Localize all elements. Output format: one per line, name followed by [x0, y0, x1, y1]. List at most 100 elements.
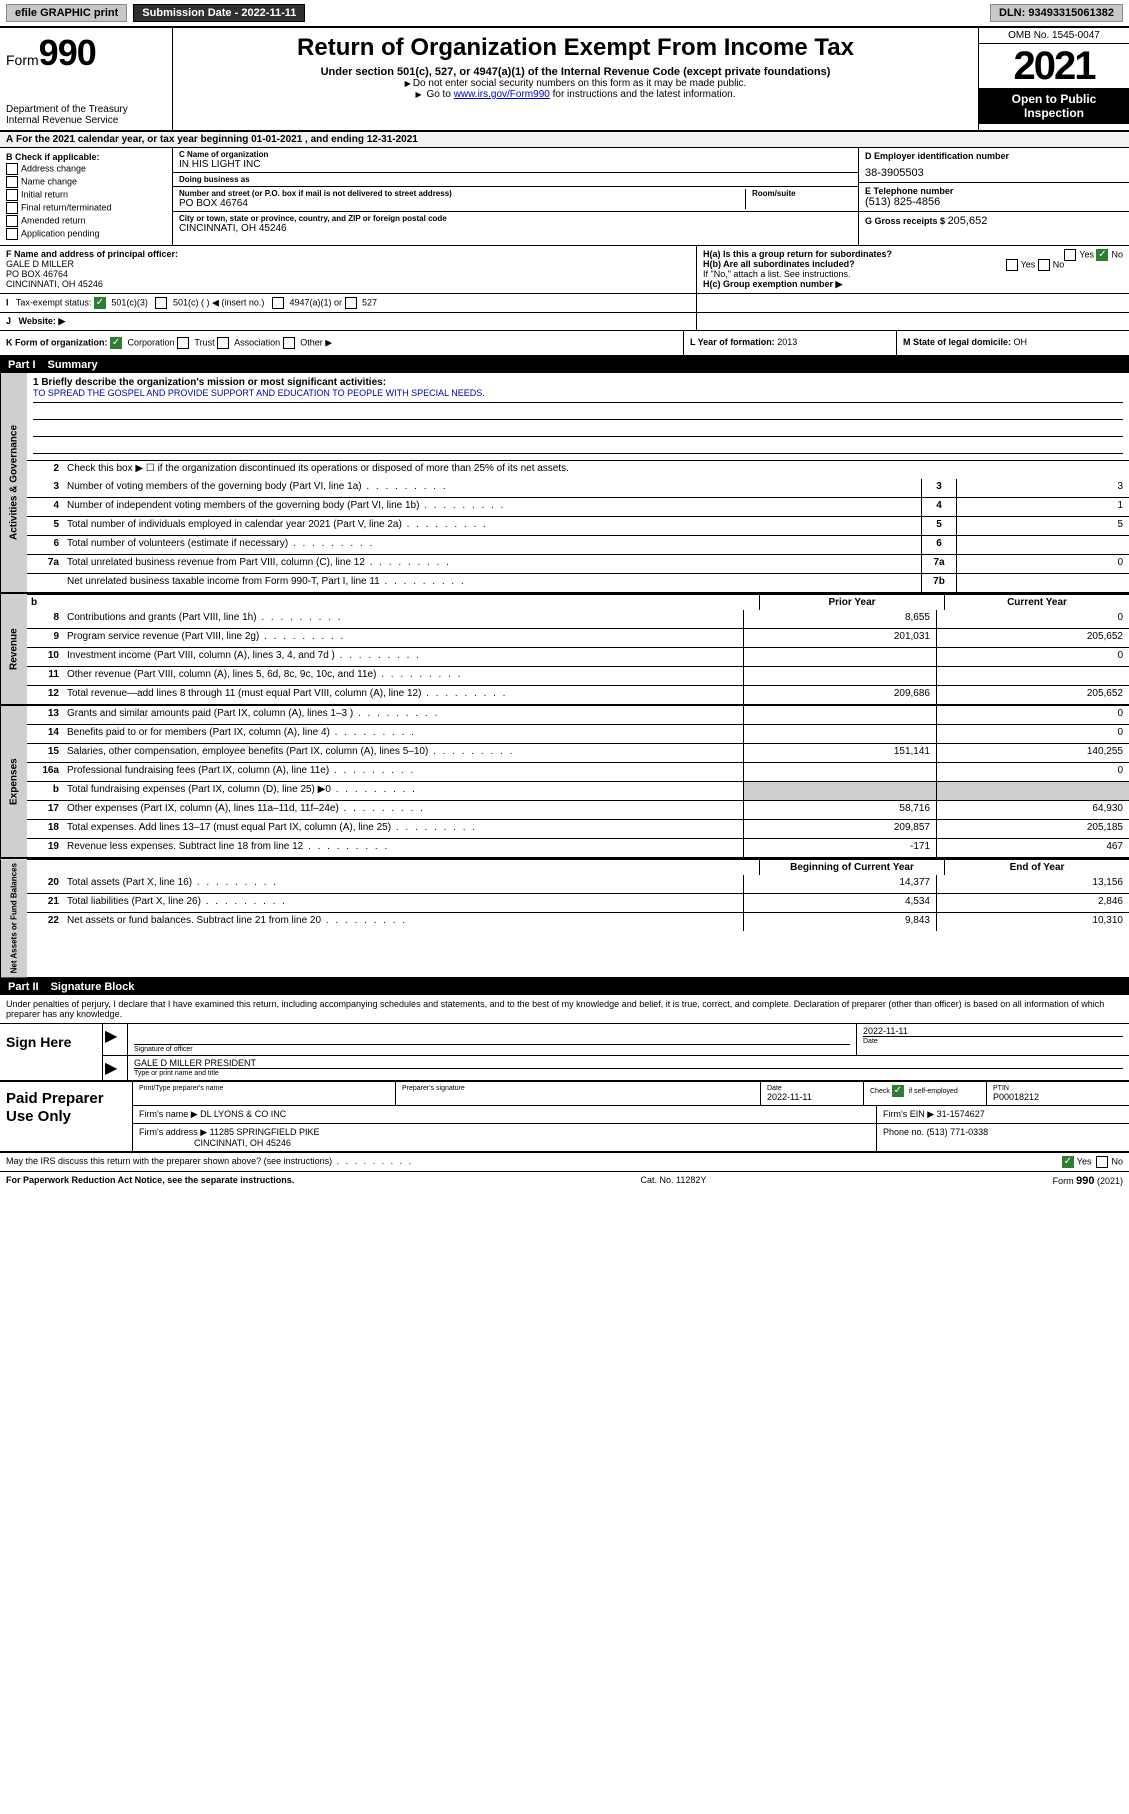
no-label: No — [1111, 249, 1123, 259]
summary-line: 7aTotal unrelated business revenue from … — [27, 554, 1129, 573]
open-public-badge: Open to Public Inspection — [979, 88, 1129, 124]
check-corporation[interactable]: ✓ — [110, 337, 122, 349]
netassets-side-label: Net Assets or Fund Balances — [0, 859, 27, 977]
addr-value: PO BOX 46764 — [179, 198, 739, 209]
firm-addr-row: Firm's address ▶ 11285 SPRINGFIELD PIKE … — [133, 1124, 1129, 1151]
ha-no-checkbox[interactable]: ✓ — [1096, 249, 1108, 261]
phone-value: (513) 825-4856 — [865, 196, 1123, 208]
officer-name: GALE D MILLER — [6, 259, 74, 269]
paid-preparer-block: Paid Preparer Use Only Print/Type prepar… — [0, 1082, 1129, 1153]
check-final-return[interactable]: Final return/terminated — [6, 202, 166, 214]
hb-yes-checkbox[interactable] — [1006, 259, 1018, 271]
netassets-col-headers: Beginning of Current Year End of Year — [27, 859, 1129, 875]
ha-yes-checkbox[interactable] — [1064, 249, 1076, 261]
section-bcd: B Check if applicable: Address change Na… — [0, 148, 1129, 246]
summary-line: 16aProfessional fundraising fees (Part I… — [27, 762, 1129, 781]
addr-label: Number and street (or P.O. box if mail i… — [179, 189, 739, 198]
officer-addr2: CINCINNATI, OH 45246 — [6, 279, 103, 289]
firm-ein-value: 31-1574627 — [937, 1109, 985, 1119]
signature-row: ▶ Signature of officer 2022-11-11 Date — [103, 1024, 1129, 1056]
check-amended-return[interactable]: Amended return — [6, 215, 166, 227]
gross-value: 205,652 — [948, 215, 988, 227]
check-association[interactable] — [217, 337, 229, 349]
end-year-header: End of Year — [944, 860, 1129, 875]
principal-officer: F Name and address of principal officer:… — [0, 246, 696, 293]
signature-label: Signature of officer — [134, 1044, 850, 1053]
summary-line: 10Investment income (Part VIII, column (… — [27, 647, 1129, 666]
part2-label: Part II — [8, 981, 51, 993]
hb-no-checkbox[interactable] — [1038, 259, 1050, 271]
name-label: Type or print name and title — [134, 1068, 1123, 1077]
header-center: Return of Organization Exempt From Incom… — [173, 28, 978, 130]
check-application-pending[interactable]: Application pending — [6, 228, 166, 240]
yes-label: Yes — [1077, 1157, 1092, 1167]
mission-blank3 — [33, 439, 1123, 454]
discuss-yes-checkbox[interactable]: ✓ — [1062, 1156, 1074, 1168]
omb-number: OMB No. 1545-0047 — [979, 28, 1129, 44]
note2-post: for instructions and the latest informat… — [550, 89, 736, 100]
summary-line: 18Total expenses. Add lines 13–17 (must … — [27, 819, 1129, 838]
efile-button[interactable]: efile GRAPHIC print — [6, 4, 127, 22]
check-address-change[interactable]: Address change — [6, 163, 166, 175]
expenses-content: 13Grants and similar amounts paid (Part … — [27, 706, 1129, 857]
submission-date-value: 2022-11-11 — [241, 7, 296, 19]
discuss-no-checkbox[interactable] — [1096, 1156, 1108, 1168]
opt-other: Other ▶ — [300, 337, 332, 347]
mission-blank1 — [33, 405, 1123, 420]
summary-line: 12Total revenue—add lines 8 through 11 (… — [27, 685, 1129, 704]
check-other[interactable] — [283, 337, 295, 349]
submission-date-button[interactable]: Submission Date - 2022-11-11 — [133, 4, 305, 22]
summary-line: 22Net assets or fund balances. Subtract … — [27, 912, 1129, 931]
check-trust[interactable] — [177, 337, 189, 349]
summary-line: 21Total liabilities (Part X, line 26)4,5… — [27, 893, 1129, 912]
summary-line: 14Benefits paid to or for members (Part … — [27, 724, 1129, 743]
netassets-section: Net Assets or Fund Balances Beginning of… — [0, 859, 1129, 979]
summary-line: Net unrelated business taxable income fr… — [27, 573, 1129, 592]
check-name-change[interactable]: Name change — [6, 176, 166, 188]
dln-badge: DLN: 93493315061382 — [990, 4, 1123, 22]
arrow-icon: ▶ — [103, 1056, 127, 1080]
org-name-label: C Name of organization — [179, 150, 852, 159]
form-title: Return of Organization Exempt From Incom… — [183, 34, 968, 62]
part2-title: Signature Block — [51, 981, 135, 993]
firm-ein-label: Firm's EIN ▶ — [883, 1109, 934, 1119]
revenue-side-label: Revenue — [0, 594, 27, 704]
m-label: M State of legal domicile: — [903, 337, 1011, 347]
hb-label: H(b) Are all subordinates included? — [703, 259, 855, 269]
summary-line: 3Number of voting members of the governi… — [27, 479, 1129, 497]
check-4947[interactable] — [272, 297, 284, 309]
summary-line: 15Salaries, other compensation, employee… — [27, 743, 1129, 762]
row-a-tax-year: A For the 2021 calendar year, or tax yea… — [0, 132, 1129, 148]
summary-line: 4Number of independent voting members of… — [27, 497, 1129, 516]
netassets-content: Beginning of Current Year End of Year 20… — [27, 859, 1129, 977]
website-row: J Website: ▶ — [0, 313, 696, 330]
b-header: b — [27, 595, 63, 610]
check-527[interactable] — [345, 297, 357, 309]
ein-label: D Employer identification number — [865, 151, 1123, 161]
footer-final: For Paperwork Reduction Act Notice, see … — [0, 1172, 1129, 1190]
paid-preparer-label: Paid Preparer Use Only — [0, 1082, 132, 1151]
check-label: Final return/terminated — [21, 202, 112, 212]
firm-name-label: Firm's name ▶ — [139, 1109, 198, 1119]
check-501c3[interactable]: ✓ — [94, 297, 106, 309]
year-formation: L Year of formation: 2013 — [683, 331, 896, 355]
city-cell: City or town, state or province, country… — [173, 212, 858, 236]
officer-name-title: GALE D MILLER PRESIDENT — [134, 1058, 1123, 1068]
check-initial-return[interactable]: Initial return — [6, 189, 166, 201]
form-of-org: K Form of organization: ✓ Corporation Tr… — [0, 331, 683, 355]
expenses-section: Expenses 13Grants and similar amounts pa… — [0, 706, 1129, 859]
part1-header: Part I Summary — [0, 357, 1129, 373]
self-employed-checkbox[interactable]: ✓ — [892, 1085, 904, 1097]
yes-label: Yes — [1079, 249, 1094, 259]
irs-link[interactable]: www.irs.gov/Form990 — [454, 89, 550, 100]
name-row: ▶ GALE D MILLER PRESIDENT Type or print … — [103, 1056, 1129, 1080]
dln-label: DLN: — [999, 7, 1025, 19]
expenses-side-label: Expenses — [0, 706, 27, 857]
room-label: Room/suite — [752, 189, 852, 198]
opt-501c: 501(c) ( ) ◀ (insert no.) — [173, 297, 264, 307]
self-employed-label: Check ✓ if self-employed — [870, 1085, 980, 1097]
governance-section: Activities & Governance 1 Briefly descri… — [0, 373, 1129, 594]
check-501c[interactable] — [155, 297, 167, 309]
state-domicile: M State of legal domicile: OH — [896, 331, 1129, 355]
ptin-label: PTIN — [993, 1085, 1123, 1092]
